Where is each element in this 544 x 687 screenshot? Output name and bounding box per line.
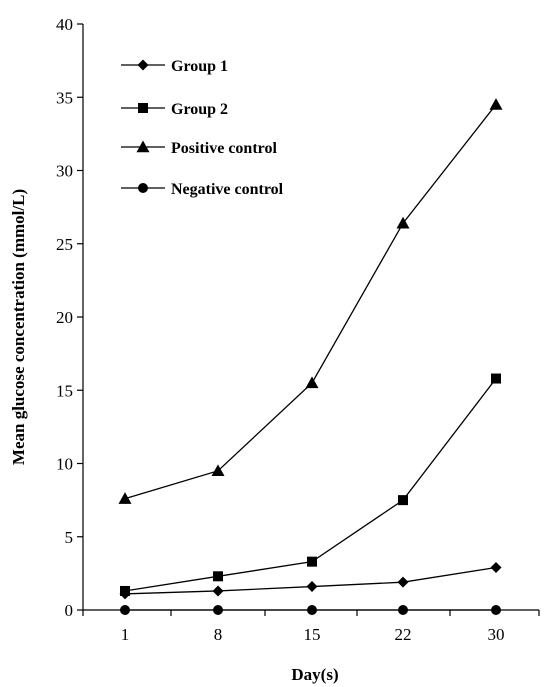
legend-label: Group 1 — [171, 58, 228, 75]
series-group-2 — [120, 373, 501, 596]
legend-label: Positive control — [171, 140, 277, 157]
y-axis-ticks: 0 5 10 15 20 25 30 35 40 — [56, 15, 83, 620]
legend-item: Negative control — [121, 181, 284, 198]
data-point — [305, 376, 319, 389]
data-point — [489, 98, 503, 110]
x-axis-title: Day(s) — [291, 665, 338, 684]
legend-item: Group 2 — [121, 101, 228, 118]
data-point — [212, 585, 224, 597]
x-tick-label: 8 — [214, 625, 223, 644]
y-tick-label: 5 — [65, 528, 74, 547]
data-point — [307, 605, 317, 615]
series-positive-control — [118, 98, 503, 504]
legend: Group 1 Group 2 Positive control Negative c… — [121, 58, 284, 198]
legend-label: Group 2 — [171, 101, 228, 118]
x-axis-ticks: 1 8 15 22 30 — [82, 610, 540, 644]
y-tick-label: 35 — [56, 88, 73, 107]
data-point — [397, 576, 409, 588]
axes — [82, 24, 539, 611]
y-tick-label: 10 — [56, 455, 73, 474]
data-point — [213, 571, 223, 582]
y-tick-label: 40 — [56, 15, 73, 34]
series-group-1 — [119, 562, 502, 600]
series-line — [124, 104, 497, 500]
data-point — [396, 216, 410, 229]
x-tick-label: 22 — [395, 625, 412, 644]
data-point — [118, 492, 132, 504]
y-axis-title: Mean glucose concentration (mmol/L) — [9, 189, 28, 465]
data-point — [491, 605, 501, 615]
x-tick-label: 15 — [304, 625, 321, 644]
y-tick-label: 20 — [56, 308, 73, 327]
legend-marker-triangle-icon — [136, 140, 150, 153]
data-point — [398, 605, 408, 615]
legend-marker-diamond-icon — [137, 59, 149, 71]
data-point — [398, 495, 408, 506]
y-tick-label: 30 — [56, 162, 73, 181]
series-layer — [118, 98, 503, 615]
data-point — [307, 556, 317, 567]
legend-label: Negative control — [171, 181, 284, 198]
x-tick-label: 30 — [488, 625, 505, 644]
x-tick-label: 1 — [121, 625, 130, 644]
data-point — [120, 605, 130, 615]
y-tick-label: 0 — [65, 601, 74, 620]
legend-marker-square-icon — [138, 103, 148, 113]
y-tick-label: 25 — [56, 235, 73, 254]
data-point — [211, 464, 225, 477]
data-point — [490, 562, 502, 574]
legend-item: Positive control — [121, 140, 277, 157]
y-tick-label: 15 — [56, 381, 73, 400]
data-point — [491, 373, 501, 384]
series-negative-control — [120, 605, 501, 615]
legend-item: Group 1 — [121, 58, 228, 75]
data-point — [120, 585, 130, 596]
data-point — [306, 581, 318, 593]
data-point — [213, 605, 223, 615]
legend-marker-circle-icon — [138, 183, 148, 193]
